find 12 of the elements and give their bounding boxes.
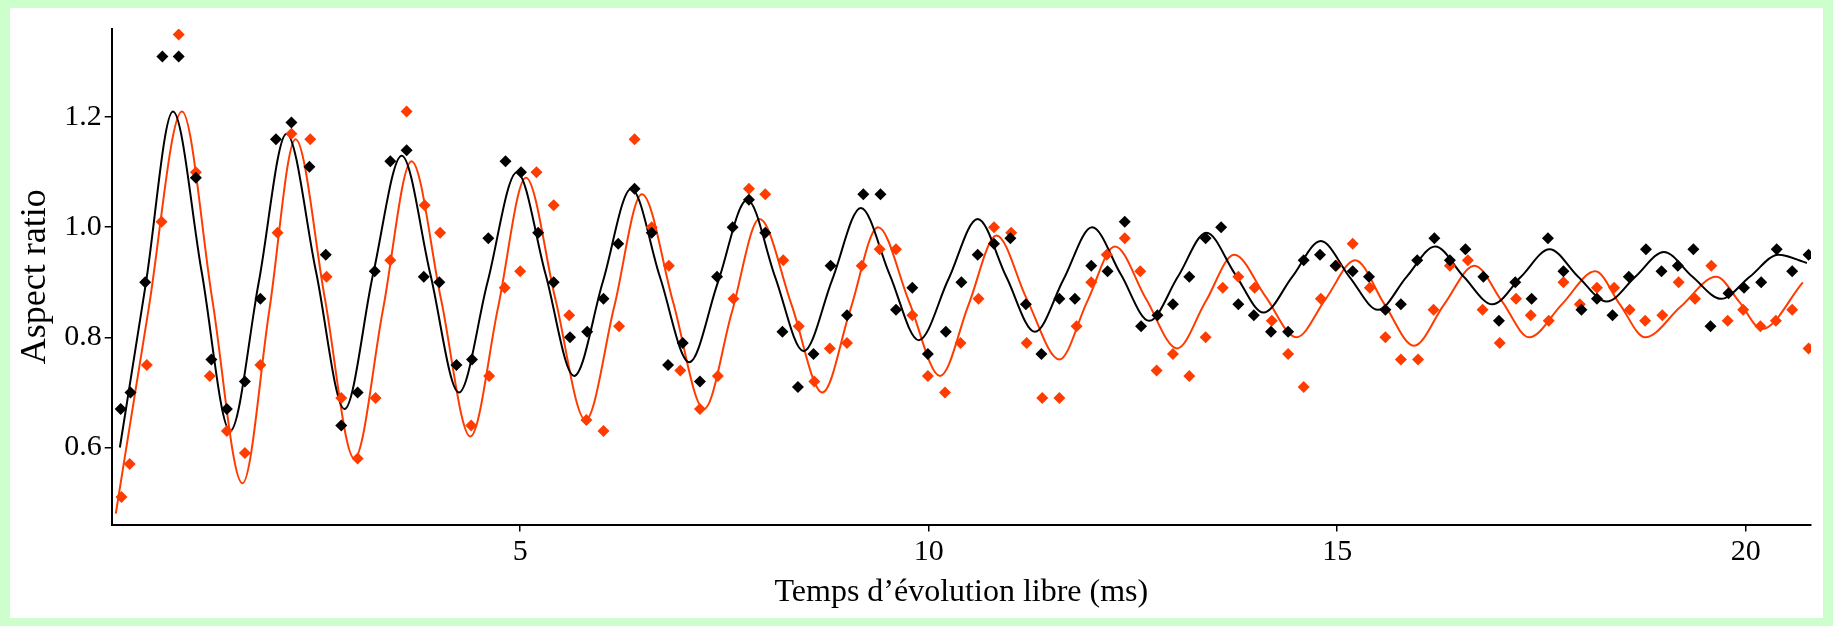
y-tick-label: 1.2	[64, 97, 102, 131]
x-tick-label: 5	[512, 533, 528, 567]
line-series	[114, 110, 1804, 515]
y-tick-label: 0.8	[64, 318, 102, 352]
y-tick-label: 0.6	[64, 428, 102, 462]
x-tick-label: 20	[1730, 533, 1761, 567]
x-axis-title: Temps d’évolution libre (ms)	[774, 572, 1149, 609]
x-tick-label: 10	[913, 533, 944, 567]
y-tick-label: 1.0	[64, 208, 102, 242]
x-tick-label: 15	[1322, 533, 1353, 567]
line-series	[118, 110, 1808, 449]
y-axis-title: Aspect ratio	[13, 189, 54, 365]
